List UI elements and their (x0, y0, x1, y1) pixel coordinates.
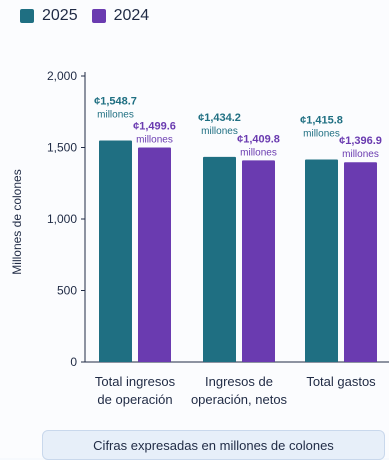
x-tick-label: de operación (97, 392, 172, 407)
legend-label-2025: 2025 (42, 7, 78, 24)
units-note: Cifras expresadas en millones de colones (42, 430, 385, 460)
y-tick-label: 1,500 (47, 141, 77, 155)
bar-2024-1 (242, 160, 275, 362)
legend-item-2024: 2024 (91, 7, 150, 25)
y-tick-label: 0 (70, 355, 77, 369)
y-tick-label: 1,000 (47, 212, 77, 226)
legend: 2025 2024 (20, 7, 149, 25)
bar-2025-2 (305, 159, 338, 362)
data-label-value: ¢1,409.8 (237, 133, 280, 145)
data-label-value: ¢1,499.6 (133, 121, 176, 133)
data-label-unit: millones (240, 147, 277, 158)
data-label-value: ¢1,434.2 (198, 112, 241, 124)
bar-chart: 05001,0001,5002,000¢1,548.7millones¢1,49… (47, 69, 389, 407)
data-label-value: ¢1,548.7 (94, 96, 137, 108)
legend-swatch-2025 (20, 9, 34, 23)
y-tick-label: 2,000 (47, 69, 77, 83)
data-label-unit: millones (201, 126, 238, 137)
bar-2024-0 (138, 147, 171, 362)
data-label-value: ¢1,415.8 (300, 115, 343, 127)
bar-2024-2 (344, 162, 377, 362)
data-label-unit: millones (97, 110, 134, 121)
legend-label-2024: 2024 (113, 7, 150, 24)
legend-swatch-2024 (91, 9, 106, 23)
bar-2025-1 (203, 156, 236, 362)
x-tick-label: Ingresos de (205, 374, 273, 389)
data-label-value: ¢1,396.9 (339, 135, 382, 147)
x-tick-label: operación, netos (191, 392, 288, 407)
legend-item-2025: 2025 (20, 7, 78, 25)
x-tick-label: Total gastos (306, 374, 376, 389)
bar-2025-0 (99, 140, 132, 362)
data-label-unit: millones (342, 149, 379, 160)
data-label-unit: millones (136, 135, 173, 146)
y-tick-label: 500 (57, 284, 77, 298)
data-label-unit: millones (303, 129, 340, 140)
x-tick-label: Total ingresos (95, 374, 176, 389)
